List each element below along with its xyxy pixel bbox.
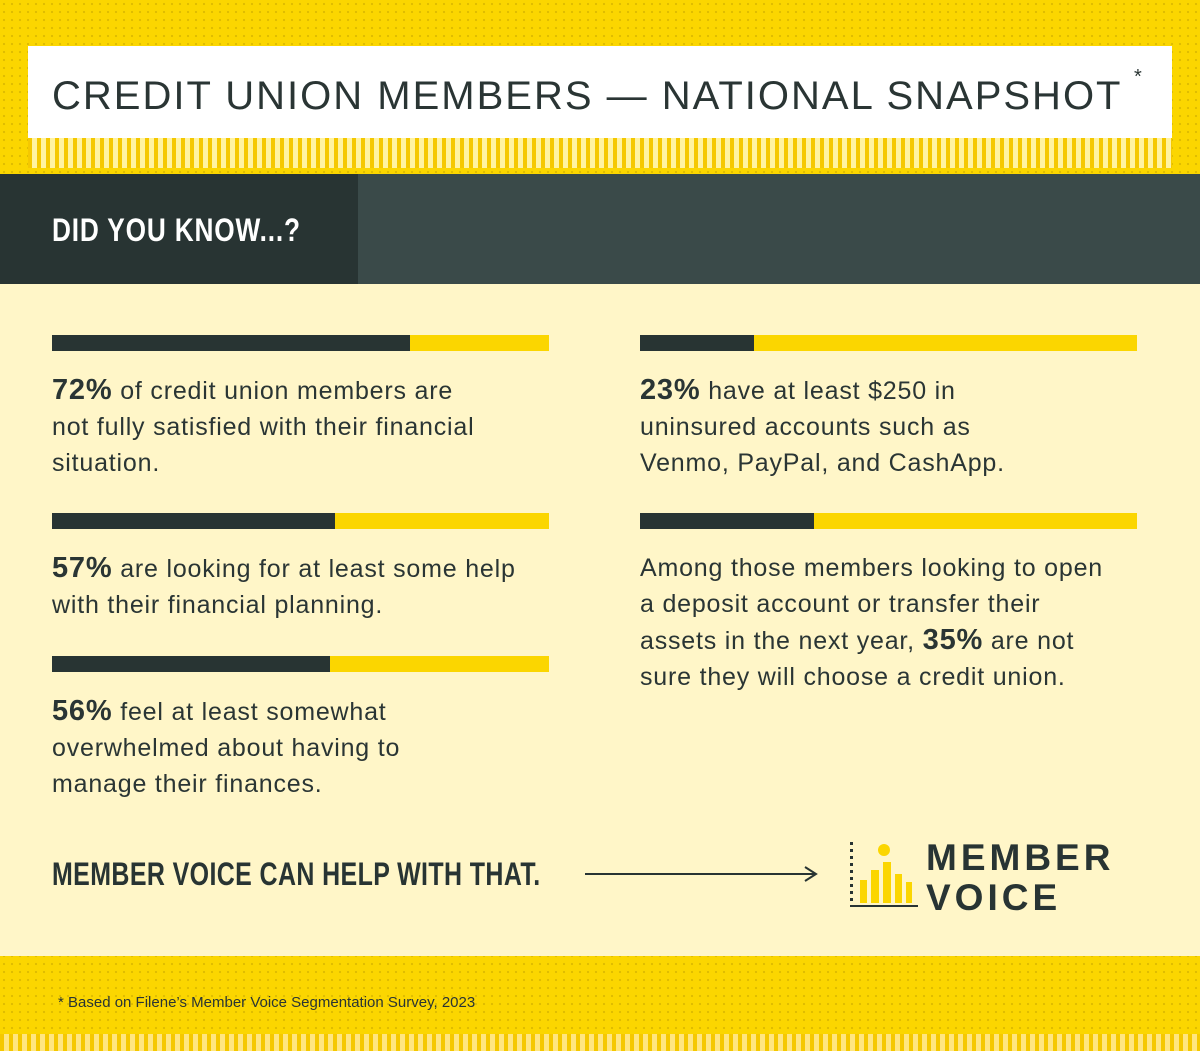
stat-text: Among those members looking to open a de… [640,554,1103,655]
title-box: CREDIT UNION MEMBERS — NATIONAL SNAPSHOT… [28,46,1172,138]
page-title: CREDIT UNION MEMBERS — NATIONAL SNAPSHOT [52,74,1123,118]
stat-72: 72% of credit union members are not full… [52,372,492,481]
band-fill [358,174,1200,284]
stat-bar-72 [52,335,549,351]
stat-number: 56% [52,695,113,727]
stat-35: Among those members looking to open a de… [640,550,1110,695]
member-voice-logo-text: MEMBER VOICE [926,838,1114,918]
stat-number: 57% [52,552,113,584]
stat-57: 57% are looking for at least some help w… [52,550,552,623]
stat-bar-fill [640,335,755,351]
stat-bar-fill [52,335,410,351]
stat-text: feel at least somewhat overwhelmed about… [52,698,401,798]
stat-bar-fill [52,656,331,672]
stat-text: are looking for at least some help with … [52,555,516,619]
footnote: * Based on Filene’s Member Voice Segment… [58,994,476,1011]
stat-bar-23 [640,335,1137,351]
title-asterisk: * [1134,66,1142,88]
stat-23: 23% have at least $250 in uninsured acco… [640,372,1050,481]
stat-bar-fill [640,513,814,529]
stat-bar-57 [52,513,549,529]
arrow-right-icon [585,866,818,882]
logo-line-2: VOICE [926,877,1062,918]
logo-line-1: MEMBER [926,837,1115,878]
stat-text: are not sure they will choose a credit u… [640,627,1075,691]
stat-text: have at least $250 in uninsured accounts… [640,377,1005,477]
stat-56: 56% feel at least somewhat overwhelmed a… [52,693,472,802]
stat-bar-56 [52,656,549,672]
stat-text: of credit union members are not fully sa… [52,377,475,477]
stat-bar-fill [52,513,336,529]
title-stripes [28,138,1172,168]
did-you-know-label: DID YOU KNOW...? [52,212,301,248]
cta-text: MEMBER VOICE CAN HELP WITH THAT. [52,856,541,892]
did-you-know-band: DID YOU KNOW...? [0,174,358,284]
stat-number: 35% [922,624,984,656]
stat-number: 23% [640,374,701,406]
bottom-stripes [0,1034,1200,1051]
stat-bar-35 [640,513,1137,529]
stats-panel: 72% of credit union members are not full… [0,284,1200,956]
member-voice-logo-icon [850,842,918,907]
stat-number: 72% [52,374,113,406]
